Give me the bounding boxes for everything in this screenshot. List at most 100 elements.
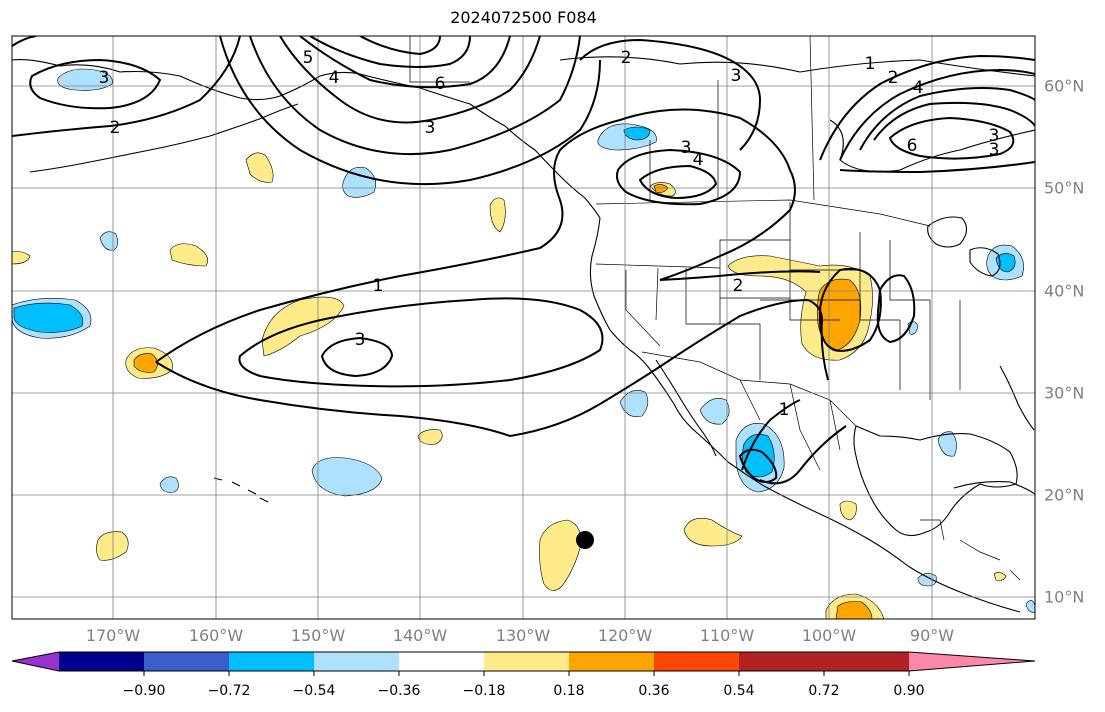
colorbar-segment	[144, 652, 229, 671]
lat-label: 50°N	[1044, 178, 1085, 198]
colorbar-outline	[11, 651, 1036, 672]
contour-label: 6	[435, 74, 446, 94]
colorbar	[11, 651, 1036, 676]
colorbar-tick-label: 0.90	[893, 683, 925, 699]
contour-label: 1	[373, 276, 384, 296]
lon-label: 140°W	[392, 626, 448, 645]
canada-north-coast	[559, 56, 1035, 77]
map-frame	[11, 35, 1036, 620]
colorbar-tick-label: −0.90	[122, 683, 166, 699]
hawaii-islands	[213, 477, 269, 503]
positive-anomaly-patch	[417, 429, 443, 445]
contour-gulf-of-alaska-5	[309, 36, 471, 68]
strong-positive-anomaly-patch	[133, 353, 158, 373]
political-borders	[409, 36, 1021, 581]
aleutian-islands	[29, 103, 299, 173]
strong-positive-anomaly-patch	[835, 601, 873, 619]
hudson-bay-coast	[829, 119, 1035, 173]
lon-label: 100°W	[801, 626, 857, 645]
strong-negative-anomaly-patch	[13, 302, 84, 333]
contour-2-north-pacific	[12, 36, 241, 137]
colorbar-segment	[59, 652, 144, 671]
contour-2-east	[839, 68, 1035, 161]
colorbar-max-extension	[909, 652, 1035, 671]
contour-4-canada-low	[616, 148, 742, 206]
contour-1-east	[819, 54, 1035, 161]
contour-labels: 3 2 5 4 6 3 2 3 4 3 1 2 4 6 3 3 1 3 2 1	[99, 48, 1000, 420]
lon-label: 170°W	[85, 626, 141, 645]
contour-1-mexico	[741, 399, 801, 471]
lat-label: 60°N	[1044, 76, 1085, 96]
map-title: 2024072500 F084	[450, 8, 597, 27]
colorbar-tick-label: −0.36	[377, 683, 421, 699]
negative-anomaly-patch	[342, 166, 377, 198]
colorbar-segment	[399, 652, 484, 671]
contour-label: 5	[303, 48, 314, 68]
us-mexico-border	[641, 351, 857, 427]
contour-2-subtropical	[238, 297, 604, 388]
contour-label: 3	[99, 68, 110, 88]
lon-label: 90°W	[909, 626, 955, 645]
colorbar-segment	[569, 652, 654, 671]
great-lakes	[927, 216, 1001, 277]
lat-label: 40°N	[1044, 281, 1085, 301]
contour-gulf-of-alaska-4	[299, 36, 511, 89]
contour-label: 4	[329, 68, 340, 88]
colorbar-tick-label: 0.54	[723, 683, 755, 699]
colorbar-tick-label: 0.36	[638, 683, 670, 699]
coastlines	[12, 56, 1035, 613]
mexico-state-lines	[739, 379, 841, 471]
positive-anomaly-patch	[96, 531, 129, 561]
contour-gulf-of-alaska-1	[279, 36, 541, 124]
contour-label: 1	[779, 400, 790, 420]
baja-peninsula	[655, 359, 717, 457]
lat-label: 20°N	[1044, 485, 1085, 505]
alaska-canada-border	[409, 36, 470, 83]
gridlines	[12, 36, 1035, 619]
positive-anomaly-patch	[539, 519, 582, 591]
positive-anomaly-patch	[245, 152, 274, 183]
mexico-pacific-coast	[727, 461, 1021, 613]
positive-anomaly-patch	[489, 197, 506, 233]
contour-gulf-of-alaska-6	[359, 36, 441, 56]
strong-negative-anomaly-patch	[623, 126, 651, 141]
contour-1-mexico-south	[759, 425, 847, 485]
negative-anomaly-patch	[159, 476, 179, 493]
colorbar-ticks	[143, 671, 910, 676]
contour-3-east-outer	[839, 161, 1035, 174]
cuba-coast	[953, 481, 1035, 495]
contour-lines	[12, 36, 1035, 485]
contour-2-canada	[579, 38, 762, 151]
anomaly-shading	[12, 68, 1035, 619]
positive-anomaly-patch	[993, 572, 1007, 581]
florida-coast	[999, 365, 1035, 431]
strong-negative-anomaly-patch	[995, 253, 1016, 273]
lat-label: 10°N	[1044, 587, 1085, 607]
contour-label: 1	[865, 54, 876, 74]
contour-2-midwest	[876, 274, 916, 344]
negative-anomaly-patch	[699, 398, 730, 425]
lon-label: 130°W	[495, 626, 551, 645]
colorbar-segment	[654, 652, 739, 671]
us-west-coast	[589, 217, 729, 463]
contour-6-east	[888, 116, 1015, 160]
colorbar-min-extension	[12, 652, 59, 671]
contour-label: 4	[913, 78, 924, 98]
contour-label: 3	[731, 66, 742, 86]
contour-2-central-us	[818, 268, 882, 352]
colorbar-tick-label: −0.54	[292, 683, 336, 699]
contour-gulf-of-alaska-2	[249, 36, 581, 155]
negative-anomaly-patch	[937, 431, 957, 457]
negative-anomaly-patch	[1025, 600, 1035, 613]
positive-anomaly-patch	[683, 518, 743, 547]
contour-label: 2	[110, 118, 121, 138]
negative-anomaly-patch	[619, 390, 649, 417]
contour-5-east	[873, 101, 1035, 141]
contour-1-outer-south	[155, 298, 829, 438]
contour-label: 3	[681, 138, 692, 158]
contour-label: 2	[888, 68, 899, 88]
gulf-of-mexico-coast	[853, 425, 1018, 537]
contour-label: 2	[621, 48, 632, 68]
contour-label: 3	[989, 126, 1000, 146]
